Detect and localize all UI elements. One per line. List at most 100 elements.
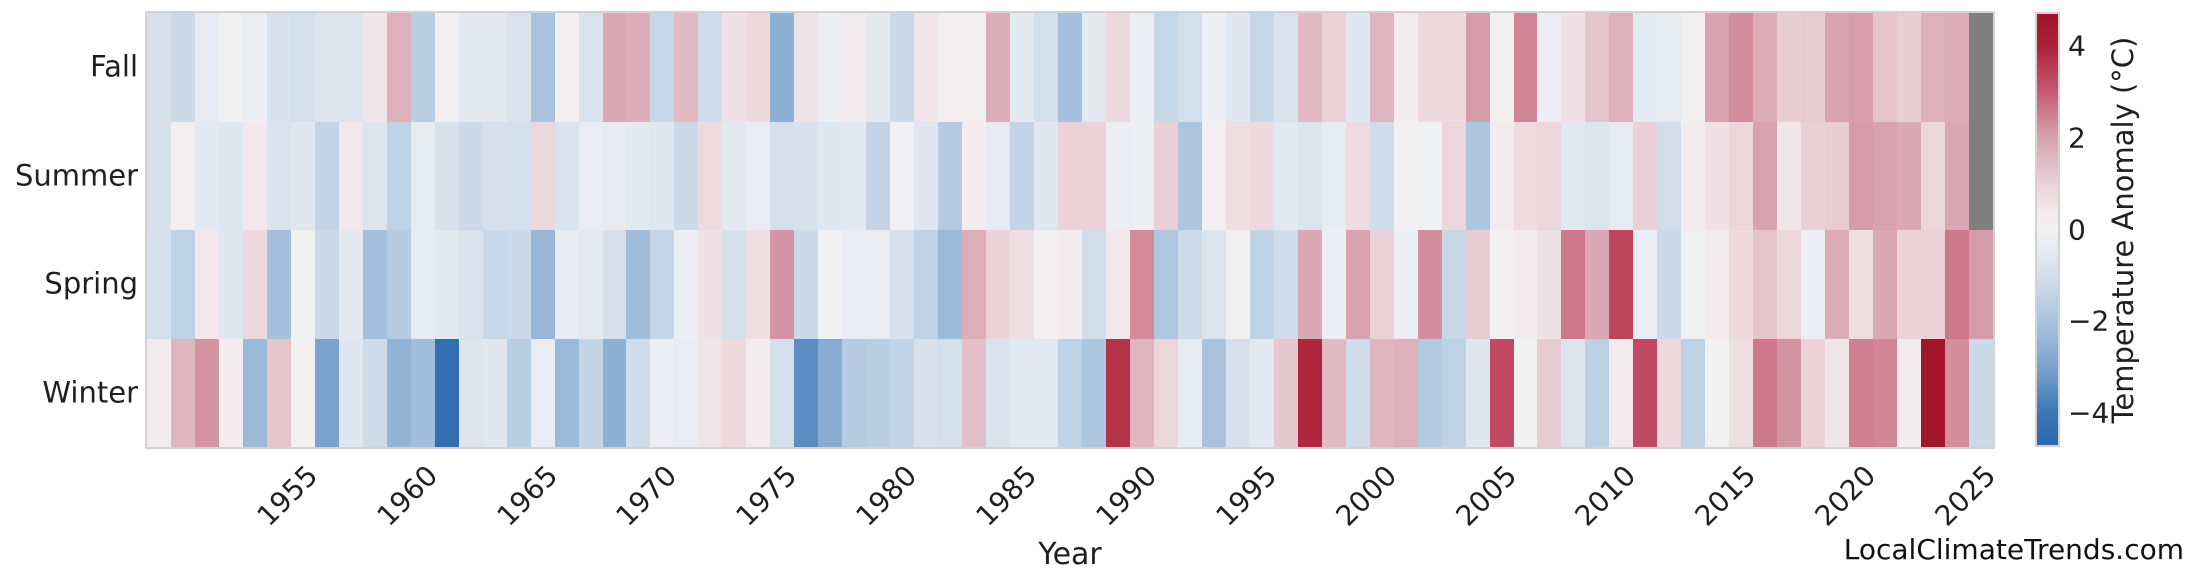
- heatmap-cell: [434, 230, 459, 339]
- heatmap-cell: [1201, 121, 1226, 230]
- heatmap-cell: [650, 338, 675, 447]
- heatmap-cell: [722, 338, 747, 447]
- heatmap-cell: [866, 13, 891, 122]
- heatmap-cell: [866, 230, 891, 339]
- heatmap-grid: [145, 11, 1995, 449]
- heatmap-cell: [722, 13, 747, 122]
- heatmap-cell: [1465, 13, 1490, 122]
- heatmap-cell: [147, 13, 171, 122]
- heatmap-cell: [1058, 230, 1082, 339]
- x-tick-1955: 1955: [250, 458, 325, 533]
- heatmap-cell: [506, 13, 531, 122]
- heatmap-cell: [434, 338, 459, 447]
- heatmap-cell: [1705, 230, 1730, 339]
- heatmap-cell: [1321, 338, 1346, 447]
- heatmap-cell: [362, 230, 387, 339]
- heatmap-cell: [1393, 230, 1418, 339]
- heatmap-cell: [1633, 230, 1658, 339]
- heatmap-cell: [1321, 13, 1346, 122]
- heatmap-cell: [1369, 121, 1394, 230]
- heatmap-cell: [602, 338, 627, 447]
- heatmap-cell: [1417, 230, 1442, 339]
- heatmap-cell: [698, 121, 723, 230]
- heatmap-cell: [1561, 121, 1586, 230]
- heatmap-cell: [1537, 121, 1562, 230]
- heatmap-cell: [290, 121, 315, 230]
- heatmap-cell: [242, 121, 267, 230]
- heatmap-cell: [746, 230, 771, 339]
- heatmap-cell: [818, 338, 843, 447]
- heatmap-cell: [1129, 338, 1154, 447]
- heatmap-cell: [1201, 13, 1226, 122]
- heatmap-cell: [1777, 230, 1802, 339]
- y-tick-summer: Summer: [14, 158, 138, 193]
- heatmap-cell: [1585, 13, 1610, 122]
- x-tick-2010: 2010: [1568, 458, 1643, 533]
- x-tick-1990: 1990: [1089, 458, 1164, 533]
- heatmap-cell: [938, 121, 963, 230]
- heatmap-cell: [530, 13, 555, 122]
- heatmap-cell: [1609, 230, 1634, 339]
- heatmap-cell: [1345, 230, 1370, 339]
- heatmap-cell: [1489, 338, 1514, 447]
- heatmap-cell: [1969, 338, 1993, 447]
- heatmap-cell: [962, 338, 987, 447]
- heatmap-cell: [842, 230, 867, 339]
- heatmap-cell: [914, 230, 939, 339]
- heatmap-cell: [1417, 338, 1442, 447]
- heatmap-cell: [506, 121, 531, 230]
- heatmap-cell: [890, 230, 915, 339]
- colorbar-tick-0: 0: [2068, 213, 2086, 246]
- heatmap-cell: [1633, 338, 1658, 447]
- heatmap-cell: [1945, 13, 1970, 122]
- heatmap-cell: [1873, 121, 1898, 230]
- heatmap-cell: [1441, 13, 1466, 122]
- heatmap-cell: [866, 121, 891, 230]
- heatmap-cell: [1034, 230, 1058, 339]
- x-tick-1995: 1995: [1209, 458, 1284, 533]
- heatmap-cell: [170, 338, 195, 447]
- heatmap-cell: [1969, 13, 1993, 122]
- heatmap-cell: [1633, 121, 1658, 230]
- heatmap-cell: [1441, 338, 1466, 447]
- heatmap-cell: [554, 13, 579, 122]
- heatmap-cell: [1561, 338, 1586, 447]
- heatmap-cell: [530, 338, 555, 447]
- y-tick-fall: Fall: [90, 49, 138, 84]
- heatmap-cell: [746, 338, 771, 447]
- heatmap-cell: [1849, 338, 1874, 447]
- heatmap-cell: [1273, 13, 1298, 122]
- watermark-text: LocalClimateTrends.com: [1843, 533, 2184, 566]
- y-tick-winter: Winter: [42, 375, 138, 410]
- heatmap-cell: [1081, 230, 1106, 339]
- heatmap-cell: [1273, 121, 1298, 230]
- heatmap-cell: [1705, 121, 1730, 230]
- heatmap-cell: [1225, 13, 1250, 122]
- heatmap-cell: [1801, 13, 1826, 122]
- heatmap-cell: [242, 230, 267, 339]
- heatmap-cell: [626, 121, 651, 230]
- heatmap-cell: [1897, 121, 1922, 230]
- x-tick-1965: 1965: [490, 458, 564, 533]
- heatmap-cell: [386, 338, 411, 447]
- heatmap-cell: [1249, 338, 1274, 447]
- heatmap-cell: [674, 338, 699, 447]
- heatmap-cell: [1849, 13, 1874, 122]
- heatmap-cell: [1729, 121, 1754, 230]
- heatmap-cell: [1921, 230, 1946, 339]
- heatmap-cell: [170, 121, 195, 230]
- heatmap-cell: [890, 13, 915, 122]
- heatmap-cell: [1873, 13, 1898, 122]
- heatmap-cell: [1897, 13, 1922, 122]
- heatmap-cell: [1777, 121, 1802, 230]
- heatmap-cell: [986, 338, 1011, 447]
- x-axis-label: Year: [1038, 537, 1102, 572]
- heatmap-cell: [1201, 230, 1226, 339]
- heatmap-cell: [914, 338, 939, 447]
- heatmap-cell: [818, 121, 843, 230]
- heatmap-cell: [602, 230, 627, 339]
- heatmap-cell: [602, 121, 627, 230]
- heatmap-cell: [890, 338, 915, 447]
- heatmap-cell: [1705, 338, 1730, 447]
- heatmap-cell: [698, 338, 723, 447]
